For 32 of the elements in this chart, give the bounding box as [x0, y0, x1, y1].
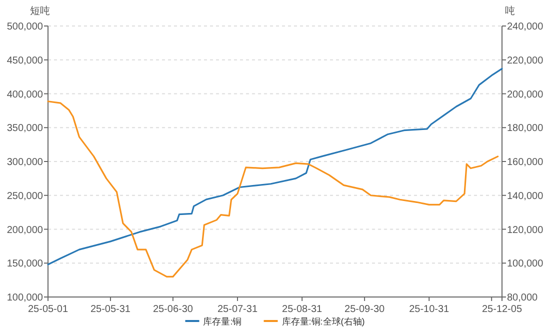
- x-tick-label: 25-12-05: [482, 304, 522, 315]
- y2-axis-title: 吨: [505, 5, 515, 17]
- y2-tick-label: 200,000: [507, 89, 544, 100]
- y2-tick-label: 220,000: [507, 55, 544, 66]
- y-tick-label: 400,000: [6, 89, 44, 100]
- legend-label: 库存量:铜:全球(右轴): [282, 316, 365, 326]
- y-tick-label: 250,000: [6, 190, 44, 202]
- x-tick-label: 25-09-30: [344, 304, 386, 315]
- y-tick-label: 150,000: [6, 258, 44, 270]
- x-tick-label: 25-05-31: [90, 304, 131, 315]
- x-tick-label: 25-08-31: [282, 304, 323, 315]
- y-tick-label: 300,000: [6, 157, 44, 168]
- y2-tick-label: 140,000: [507, 190, 544, 202]
- legend-label: 库存量:铜: [203, 316, 242, 326]
- x-tick-label: 25-06-30: [152, 304, 194, 315]
- y2-tick-label: 120,000: [507, 224, 544, 236]
- y2-tick-label: 180,000: [507, 123, 544, 134]
- line-series: [47, 68, 503, 266]
- y2-tick-label: 80,000: [507, 292, 538, 304]
- x-tick-label: 25-07-31: [218, 304, 258, 315]
- y2-tick-label: 240,000: [507, 22, 544, 32]
- y-axis-title: 短吨: [30, 5, 50, 17]
- line-series: [47, 100, 499, 278]
- y-tick-label: 500,000: [6, 22, 44, 32]
- x-tick-label: 25-10-31: [409, 304, 450, 315]
- y2-tick-label: 100,000: [507, 258, 544, 270]
- y-tick-label: 350,000: [6, 123, 44, 134]
- y-tick-label: 200,000: [6, 224, 44, 236]
- y-tick-label: 450,000: [6, 55, 44, 66]
- x-tick-label: 25-05-01: [28, 304, 68, 315]
- y2-tick-label: 160,000: [507, 157, 544, 168]
- y-tick-label: 100,000: [6, 292, 44, 304]
